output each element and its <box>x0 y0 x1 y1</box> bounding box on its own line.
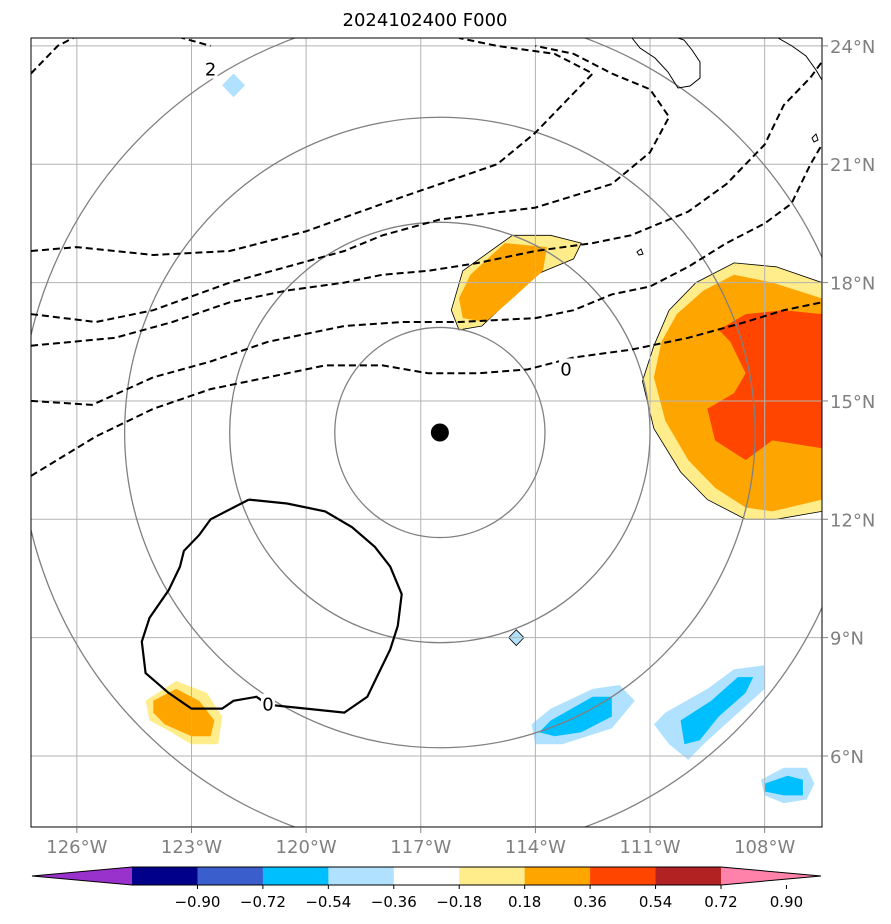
y-tick-label: 21°N <box>830 155 875 176</box>
x-tick-label: 117°W <box>390 837 451 858</box>
y-tick-label: 9°N <box>830 629 864 650</box>
dashed-contour <box>31 61 822 347</box>
colorbar-tick-label: −0.54 <box>305 893 351 911</box>
contour-labels: 2 0 0 <box>203 58 573 716</box>
range-ring <box>123 116 756 749</box>
y-tick-label: 15°N <box>830 392 875 413</box>
colorbar-tick-label: 0.36 <box>573 893 606 911</box>
x-tick-label: 126°W <box>46 837 107 858</box>
y-tick-label: 6°N <box>830 747 864 768</box>
colorbar-tick-label: 0.54 <box>639 893 672 911</box>
x-tick-label: 108°W <box>734 837 795 858</box>
colorbar-segment <box>459 867 526 885</box>
coastline-islet <box>811 133 819 143</box>
shaded-region <box>764 775 803 796</box>
colorbar-segment <box>590 867 657 885</box>
x-tick-label: 123°W <box>161 837 222 858</box>
colorbar-outline <box>31 866 822 886</box>
colorbar-segment <box>197 867 264 885</box>
contour-label-bg <box>203 58 218 79</box>
colorbar-segment <box>132 867 198 885</box>
colorbar-tick-label: −0.90 <box>174 893 220 911</box>
chart-title: 2024102400 F000 <box>343 10 508 31</box>
colorbar-tick-label: 0.90 <box>770 893 803 911</box>
contour-label: 2 <box>205 60 216 81</box>
x-tick-label: 120°W <box>276 837 337 858</box>
coastline-mainland <box>777 38 822 81</box>
y-tick-label: 24°N <box>830 37 875 58</box>
contour-label-bg <box>260 693 275 714</box>
x-axis-ticks: 126°W 123°W 120°W 117°W 114°W 111°W 108°W <box>46 827 795 858</box>
range-ring <box>334 326 546 539</box>
y-tick-label: 18°N <box>830 274 875 295</box>
contour-label-bg <box>558 358 573 379</box>
dashed-contour <box>31 38 595 257</box>
colorbar: −0.90 −0.72 −0.54 −0.36 −0.18 0.18 0.36 0.54 0.7… <box>31 866 822 911</box>
colorbar-tick-label: −0.18 <box>436 893 482 911</box>
colorbar-segment <box>655 867 722 885</box>
storm-center-marker <box>430 423 449 442</box>
colorbar-segment <box>524 867 591 885</box>
y-axis-ticks: 6°N 9°N 12°N 15°N 18°N 21°N 24°N <box>822 37 875 768</box>
dashed-contour <box>31 301 822 477</box>
range-ring <box>229 221 651 644</box>
x-tick-label: 111°W <box>619 837 680 858</box>
y-tick-label: 12°N <box>830 510 875 531</box>
map-area: 2 0 0 <box>31 38 822 827</box>
range-rings <box>31 38 822 827</box>
shaded-region <box>153 688 215 737</box>
colorbar-tick-label: 0.18 <box>508 893 541 911</box>
contour-label: 0 <box>560 359 571 380</box>
x-tick-label: 114°W <box>505 837 566 858</box>
colorbar-tick-label: −0.36 <box>371 893 417 911</box>
colorbar-segment <box>262 867 329 885</box>
coastline-islet-2 <box>636 248 644 256</box>
shaded-region <box>222 73 245 98</box>
colorbar-tick-label: 0.72 <box>704 893 737 911</box>
colorbar-segment <box>328 867 395 885</box>
shaded-regions <box>145 73 822 804</box>
coastline-baja <box>631 38 701 89</box>
map-frame <box>30 37 823 828</box>
contour-label: 0 <box>262 695 273 716</box>
colorbar-segment <box>393 867 460 885</box>
shaded-region <box>680 677 754 745</box>
colorbar-tick-label: −0.72 <box>240 893 286 911</box>
dashed-contour <box>31 143 822 406</box>
dashed-contour <box>31 44 671 324</box>
colorbar-extend-low <box>32 867 132 885</box>
colorbar-extend-high <box>721 867 821 885</box>
coastline <box>631 38 822 256</box>
